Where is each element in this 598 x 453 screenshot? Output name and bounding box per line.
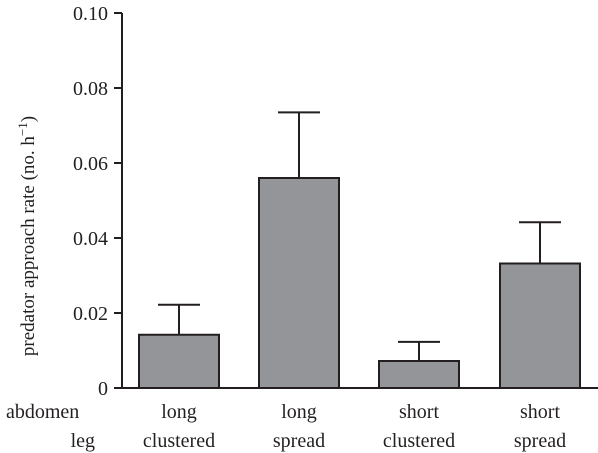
y-axis-label-close: ) bbox=[18, 116, 39, 122]
y-axis-label-superscript: −1 bbox=[15, 122, 30, 136]
category-leg-label: spread bbox=[273, 430, 325, 452]
row-label-abdomen: abdomen bbox=[6, 401, 79, 423]
bar bbox=[258, 177, 340, 389]
y-tick-label: 0.10 bbox=[73, 3, 108, 25]
y-axis-label-main: predator approach rate (no. h bbox=[18, 136, 39, 356]
category-abdomen-label: long bbox=[161, 401, 197, 423]
category-abdomen-label: short bbox=[520, 401, 560, 423]
y-tick-label: 0.02 bbox=[73, 303, 108, 325]
y-tick-label: 0.06 bbox=[73, 153, 108, 175]
bar bbox=[138, 333, 220, 389]
error-bars bbox=[158, 111, 561, 361]
axes: 0 0.02 0.04 0.06 0.08 0.10 bbox=[73, 3, 598, 400]
category-abdomen-label: long bbox=[281, 401, 317, 423]
y-axis-label: predator approach rate (no. h−1) bbox=[15, 116, 39, 356]
labels: abdomen leg long clustered long spread short cl… bbox=[6, 401, 566, 452]
category-abdomen-label: short bbox=[399, 401, 439, 423]
category-leg-label: spread bbox=[514, 430, 566, 452]
category-leg-label: clustered bbox=[143, 430, 215, 452]
bar bbox=[378, 360, 460, 389]
row-label-leg: leg bbox=[71, 430, 95, 452]
y-tick-label: 0 bbox=[98, 378, 108, 400]
category-leg-label: clustered bbox=[383, 430, 455, 452]
y-tick-label: 0.04 bbox=[73, 228, 108, 250]
y-tick-label: 0.08 bbox=[73, 78, 108, 100]
bars bbox=[138, 177, 581, 389]
bar bbox=[499, 262, 581, 389]
